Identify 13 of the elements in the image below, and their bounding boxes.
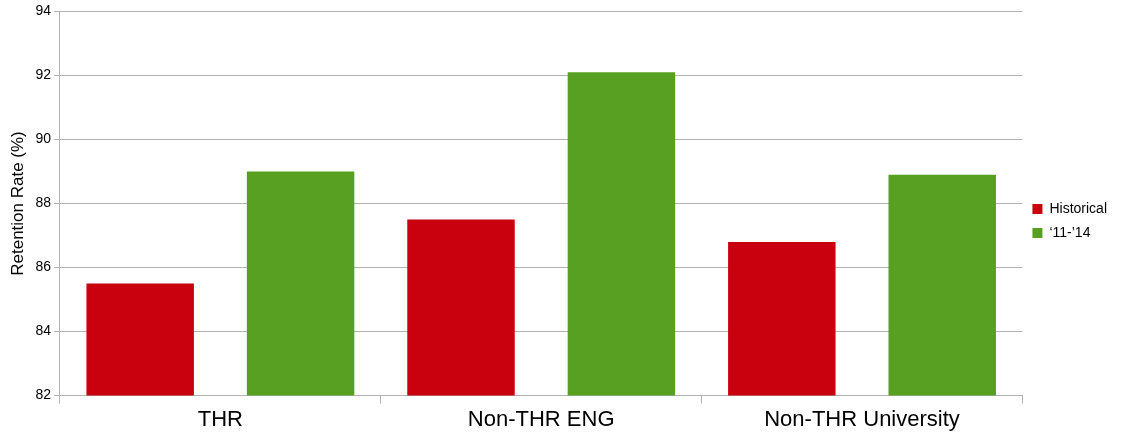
x-tick-label: THR — [197, 405, 243, 431]
y-tick-label: 86 — [35, 258, 52, 275]
x-tick-label: Non-THR University — [764, 405, 960, 431]
legend-label: Historical — [1049, 199, 1108, 216]
y-axis-title: Retention Rate (%) — [7, 131, 27, 276]
y-tick-label: 94 — [35, 2, 52, 19]
legend-label: ‘11-’14 — [1049, 223, 1091, 240]
y-tick-label: 92 — [35, 66, 52, 83]
y-tick-label: 90 — [35, 130, 52, 147]
x-tick-label: Non-THR ENG — [467, 405, 615, 431]
y-tick-label: 82 — [35, 386, 52, 403]
y-tick-label: 84 — [35, 322, 52, 339]
y-tick-label: 88 — [35, 194, 52, 211]
